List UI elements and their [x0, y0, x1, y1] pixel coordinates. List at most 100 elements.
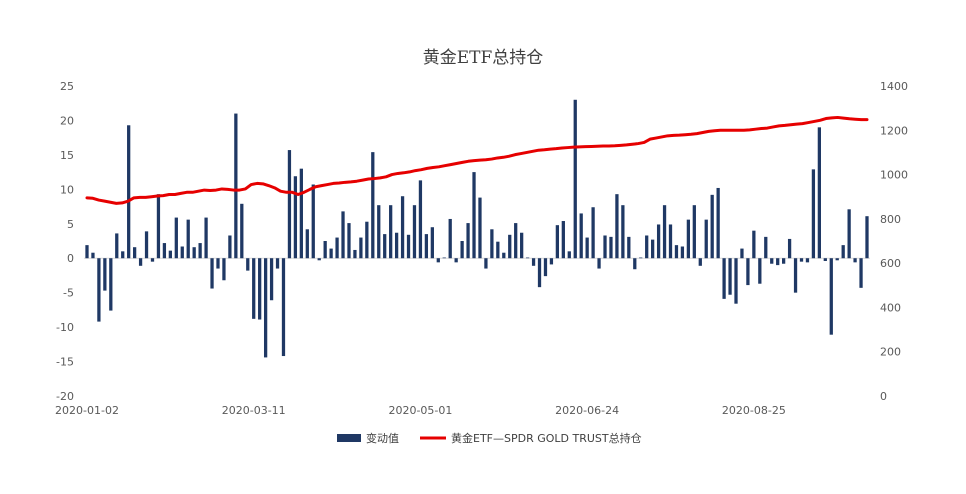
- bar: [389, 205, 393, 259]
- legend-line-label: 黄金ETF—SPDR GOLD TRUST总持仓: [451, 431, 642, 445]
- bar: [228, 235, 232, 259]
- left-tick-label: 0: [67, 252, 74, 265]
- bar: [847, 209, 851, 259]
- bar: [835, 258, 839, 261]
- bar: [752, 230, 756, 259]
- x-tick-label: 2020-08-25: [722, 404, 786, 417]
- bar: [502, 252, 506, 259]
- bar: [662, 205, 667, 259]
- bar: [799, 258, 804, 262]
- bar: [597, 258, 601, 269]
- bar: [859, 258, 863, 288]
- bar: [621, 205, 625, 259]
- bar: [823, 258, 827, 261]
- bar: [335, 237, 339, 259]
- bar: [168, 250, 172, 259]
- bar: [377, 205, 381, 259]
- bar: [454, 258, 458, 263]
- bar: [460, 241, 464, 259]
- bar: [793, 258, 798, 293]
- bar: [281, 258, 286, 357]
- bar: [258, 258, 262, 320]
- bar: [186, 219, 190, 259]
- bar: [198, 243, 202, 259]
- bar: [121, 251, 125, 259]
- bar-series: [85, 99, 869, 358]
- bar: [144, 231, 149, 259]
- bar: [406, 234, 411, 259]
- bar: [311, 184, 315, 259]
- bar: [853, 258, 857, 263]
- bar: [680, 246, 685, 259]
- bar: [156, 194, 161, 259]
- bar: [418, 180, 423, 259]
- bar: [150, 258, 155, 262]
- bar: [115, 233, 119, 259]
- bar: [764, 236, 768, 259]
- bar: [103, 258, 107, 291]
- bar: [269, 258, 274, 301]
- right-axis-ticks: 1400 1200 1000 800 600 400 200 0: [880, 80, 908, 403]
- bar: [787, 238, 792, 259]
- x-tick-label: 2020-05-01: [388, 404, 452, 417]
- right-tick-label: 400: [880, 301, 901, 314]
- bar: [299, 168, 303, 259]
- bar: [555, 225, 560, 259]
- bar: [549, 258, 554, 265]
- bar: [674, 245, 679, 259]
- bar: [359, 237, 363, 259]
- right-tick-label: 0: [880, 390, 887, 403]
- bar: [192, 247, 196, 259]
- right-tick-label: 1000: [880, 169, 908, 182]
- left-tick-label: -10: [56, 321, 74, 334]
- bar: [573, 99, 577, 259]
- x-tick-label: 2020-06-24: [555, 404, 619, 417]
- bar: [782, 258, 786, 264]
- bar: [162, 243, 167, 259]
- bar: [698, 258, 702, 266]
- bar: [567, 251, 571, 259]
- bar: [466, 223, 470, 259]
- bar: [633, 258, 637, 270]
- legend-bar-swatch: [337, 434, 361, 442]
- bar: [371, 152, 375, 259]
- bar: [317, 258, 321, 261]
- bar: [293, 176, 298, 259]
- left-axis-ticks: 25 20 15 10 5 0 -5 -10 -15 -20: [56, 80, 74, 403]
- bar: [222, 258, 226, 281]
- right-tick-label: 600: [880, 257, 901, 270]
- bar: [603, 235, 607, 259]
- legend-bar-label: 变动值: [366, 431, 399, 445]
- bar: [841, 245, 845, 259]
- bar: [531, 258, 536, 266]
- bar: [204, 217, 208, 259]
- bar: [579, 213, 583, 259]
- bar: [692, 205, 696, 259]
- bar: [668, 224, 673, 259]
- bar: [472, 172, 476, 259]
- bar: [430, 227, 434, 259]
- bar: [770, 258, 774, 264]
- bar: [734, 258, 738, 304]
- bar: [216, 258, 220, 269]
- bar: [591, 207, 595, 259]
- right-tick-label: 1200: [880, 124, 908, 137]
- bar: [585, 237, 589, 259]
- bar: [728, 258, 732, 295]
- right-tick-label: 800: [880, 213, 901, 226]
- bar: [639, 257, 643, 259]
- bar: [514, 223, 518, 259]
- bar: [758, 258, 762, 284]
- bar: [520, 232, 524, 259]
- left-tick-label: 10: [60, 183, 74, 196]
- bar: [246, 258, 250, 271]
- bar: [85, 245, 89, 259]
- bar: [865, 216, 869, 259]
- bar: [329, 248, 333, 259]
- chart-title: 黄金ETF总持仓: [423, 48, 544, 68]
- left-tick-label: 20: [60, 114, 74, 127]
- bar: [627, 236, 631, 259]
- left-tick-label: 15: [60, 149, 74, 162]
